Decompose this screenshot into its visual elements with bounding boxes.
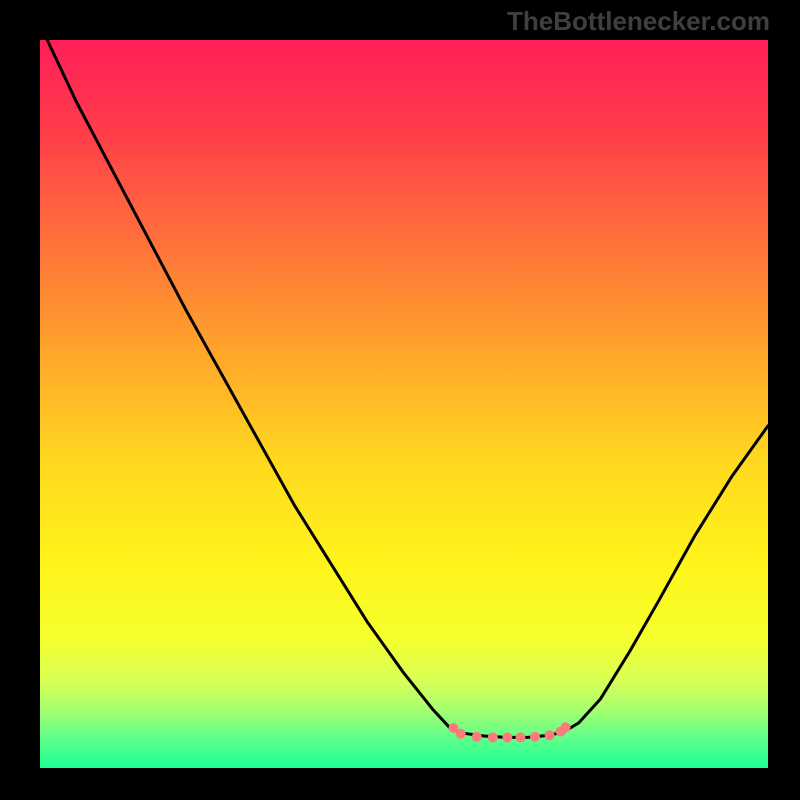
plot-area: [40, 40, 768, 768]
bottleneck-curve: [47, 40, 768, 737]
valley-dot: [472, 732, 482, 742]
valley-dot: [456, 729, 466, 739]
valley-dot: [530, 732, 540, 742]
valley-dot: [561, 722, 571, 732]
chart-stage: TheBottlenecker.com: [0, 0, 800, 800]
valley-dot: [515, 732, 525, 742]
curve-layer: [40, 40, 768, 768]
watermark-label: TheBottlenecker.com: [507, 6, 770, 37]
valley-dot: [488, 732, 498, 742]
valley-dot: [502, 732, 512, 742]
valley-dot: [545, 730, 555, 740]
